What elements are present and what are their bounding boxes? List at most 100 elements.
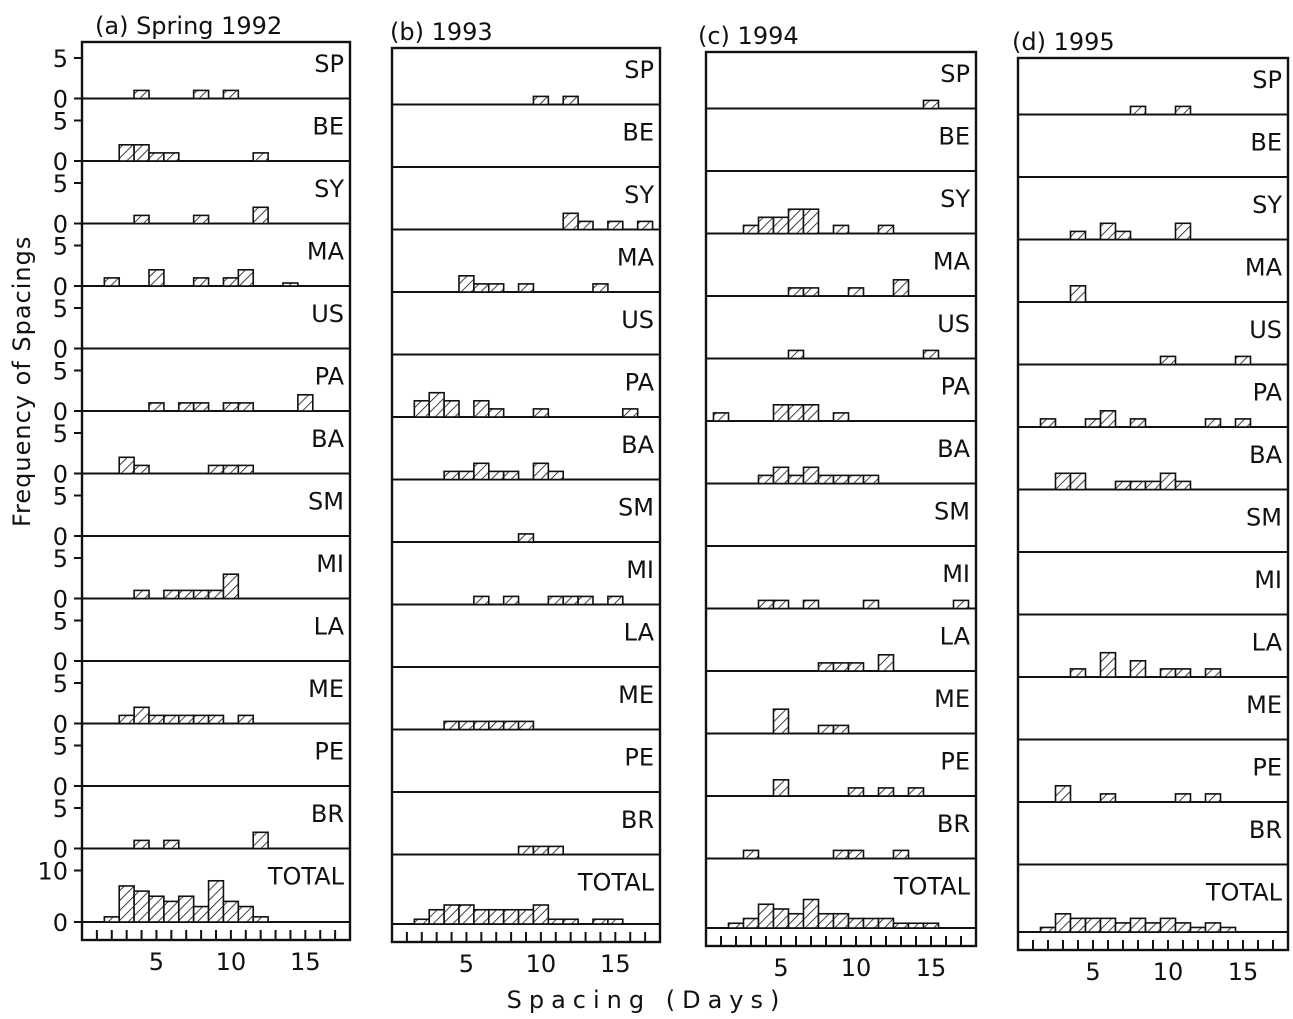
hist-bar [787, 474, 805, 485]
hist-bar [922, 349, 940, 360]
hist-bar [413, 399, 431, 418]
hist-bar [1204, 668, 1222, 678]
hist-bar [222, 464, 240, 475]
row-label: ME [1246, 691, 1282, 719]
hist-bar [772, 466, 790, 485]
hist-bar [757, 903, 775, 929]
panel-title: (d) 1995 [1012, 28, 1115, 56]
y-tick-label: 0 [53, 909, 68, 937]
row-sy: SY [706, 185, 976, 235]
hist-bar [133, 464, 150, 475]
row-pa: PA 0 5 [53, 358, 350, 426]
y-tick-label: 0 [53, 523, 68, 551]
hist-bar [502, 908, 520, 925]
hist-bar [192, 589, 210, 600]
hist-bar [892, 922, 910, 929]
x-tick-label: 5 [773, 954, 788, 982]
row-sm: SM [1018, 504, 1288, 553]
hist-bar [562, 212, 579, 231]
hist-bar [832, 662, 850, 672]
hist-bar [712, 412, 730, 422]
row-label: SM [934, 498, 970, 526]
hist-bar [163, 714, 180, 725]
y-tick-label: 5 [53, 733, 68, 761]
row-label: ME [618, 681, 654, 709]
hist-bar [892, 849, 910, 860]
hist-bar [473, 462, 490, 481]
y-tick-label: 5 [53, 420, 68, 448]
hist-bar [473, 399, 490, 418]
hist-bar [772, 403, 790, 422]
hist-bar [1129, 480, 1147, 491]
hist-bar [1159, 472, 1177, 491]
hist-bar [1174, 793, 1192, 803]
row-be: BE 0 5 [53, 108, 350, 176]
x-tick-label: 10 [526, 950, 557, 978]
row-la: LA 0 5 [53, 608, 350, 676]
hist-bar [847, 287, 865, 297]
x-tick-label: 15 [916, 954, 947, 982]
panel-title: (b) 1993 [390, 18, 493, 46]
row-total: TOTAL [1018, 879, 1288, 933]
hist-bar [817, 912, 835, 929]
hist-bar [192, 277, 210, 287]
row-label: LA [1252, 629, 1283, 657]
hist-bar [163, 589, 180, 600]
panel-title: (c) 1994 [698, 22, 799, 50]
row-mi: MI [1018, 566, 1288, 616]
hist-bar [443, 470, 460, 481]
row-pe: PE [706, 748, 976, 797]
hist-bar [832, 412, 850, 422]
hist-bar [473, 595, 490, 606]
row-total: TOTAL [706, 873, 976, 929]
row-label: SY [940, 185, 970, 213]
y-tick-label: 0 [53, 398, 68, 426]
hist-bar [952, 599, 970, 610]
hist-bar [1144, 922, 1162, 933]
row-ba: BA [1018, 441, 1288, 491]
hist-bar [118, 144, 135, 162]
y-tick-label: 5 [53, 295, 68, 323]
hist-bar [237, 464, 255, 475]
hist-bar [562, 95, 579, 106]
hist-bar [1174, 668, 1192, 678]
row-label: MA [1245, 254, 1283, 282]
hist-bar [192, 89, 210, 100]
row-mi: MI 0 5 [53, 545, 350, 614]
y-tick-label: 0 [53, 211, 68, 239]
hist-bar [237, 402, 255, 412]
hist-bar [163, 152, 180, 162]
hist-bar [502, 720, 520, 731]
y-tick-label: 5 [53, 545, 68, 573]
y-tick-label: 5 [53, 233, 68, 261]
row-label: PA [625, 369, 655, 397]
hist-bar [532, 408, 550, 418]
hist-bar [577, 220, 594, 231]
x-tick-label: 5 [149, 948, 164, 976]
hist-bar [1099, 409, 1117, 428]
row-total: TOTAL [392, 869, 660, 925]
y-tick-label: 0 [53, 586, 68, 614]
hist-bar [832, 724, 850, 735]
hist-bar [517, 908, 535, 925]
hist-bar [252, 152, 269, 162]
y-tick-label: 0 [53, 461, 68, 489]
hist-bar [487, 408, 505, 418]
hist-bar [1174, 105, 1192, 116]
hist-bar [1114, 922, 1132, 933]
hist-bar [192, 214, 210, 225]
hist-bar [562, 918, 579, 925]
y-tick-label: 5 [53, 608, 68, 636]
hist-bar [1069, 668, 1087, 678]
row-pe: PE [1018, 754, 1288, 803]
hist-bar [473, 283, 490, 293]
hist-bar [1159, 668, 1177, 678]
hist-bar [787, 403, 805, 422]
hist-bar [1099, 222, 1117, 241]
hist-bar [148, 714, 165, 725]
row-label: BA [937, 435, 970, 463]
hist-bar [772, 778, 790, 797]
hist-bar [133, 589, 150, 600]
hist-bar [487, 470, 505, 481]
hist-bar [133, 839, 150, 850]
